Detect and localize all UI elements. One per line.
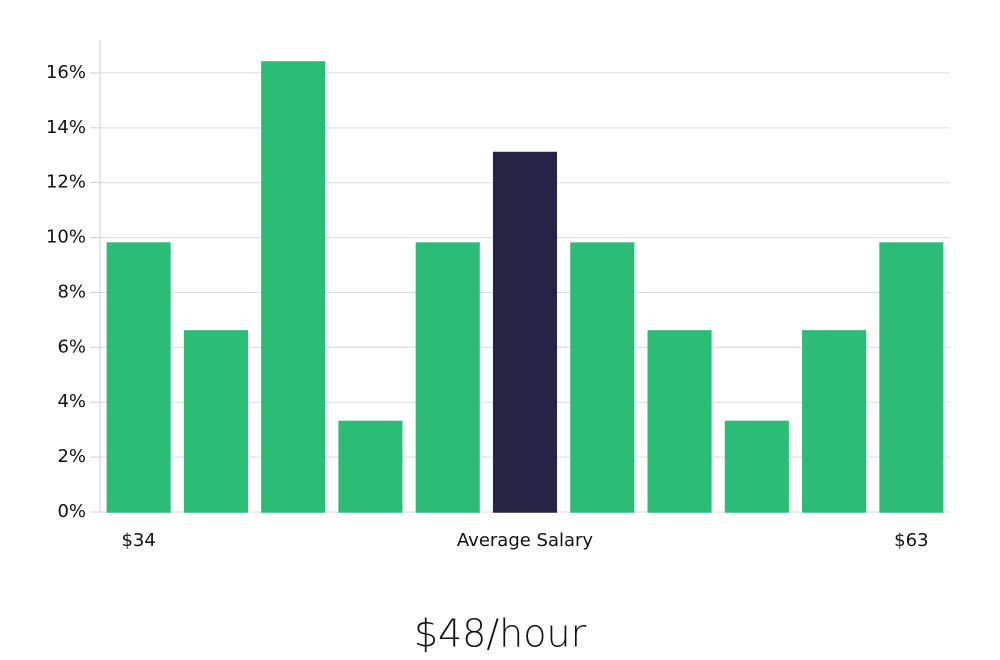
- y-tick-label: 4%: [57, 391, 86, 412]
- salary-annotation: $48/hour: [414, 612, 587, 656]
- y-tick-label: 14%: [46, 117, 86, 138]
- bar: [570, 242, 635, 513]
- bar: [492, 151, 558, 513]
- x-tick-label: Average Salary: [457, 530, 594, 551]
- y-tick-label: 8%: [57, 281, 86, 302]
- y-tick-label: 6%: [57, 336, 86, 357]
- y-tick-label: 0%: [57, 501, 86, 522]
- bar: [183, 330, 248, 513]
- y-tick-label: 16%: [46, 62, 86, 83]
- bar: [879, 242, 944, 513]
- x-tick-label: $63: [894, 530, 928, 551]
- y-tick-label: 10%: [46, 227, 86, 248]
- bar: [724, 420, 789, 513]
- x-tick-label: $34: [121, 530, 155, 551]
- y-tick-label: 12%: [46, 172, 86, 193]
- bar: [106, 242, 171, 513]
- bar: [802, 330, 867, 513]
- bar: [415, 242, 480, 513]
- bar: [338, 420, 403, 513]
- bar: [647, 330, 712, 513]
- bar: [261, 61, 326, 513]
- y-tick-label: 2%: [57, 446, 86, 467]
